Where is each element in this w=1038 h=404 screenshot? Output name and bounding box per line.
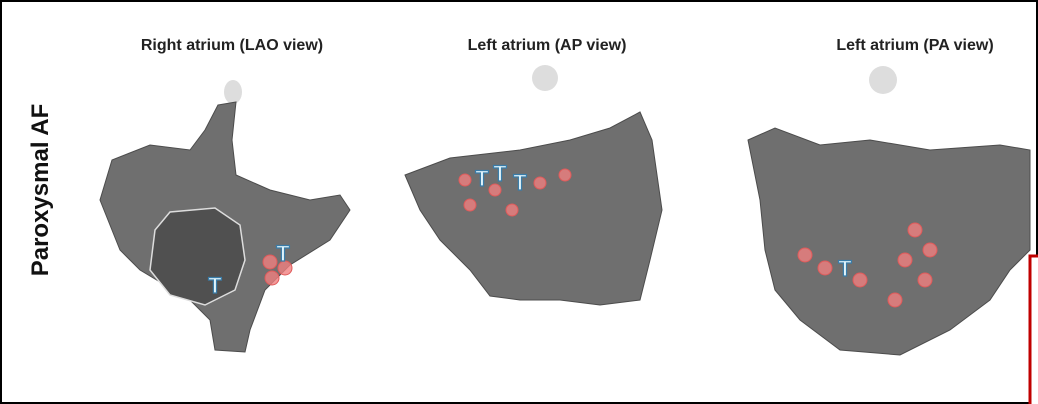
lesion-tag: T [838,256,852,281]
lesion-tag: T [208,273,222,298]
row-label: Paroxysmal AF [27,104,54,277]
ablation-point [534,177,546,189]
figure: Paroxysmal AF Right atrium (LAO view) T … [0,0,1038,404]
orientation-icon [224,80,242,104]
orientation-icon [532,65,558,91]
lesion-tag: T [513,170,527,195]
ablation-point [888,293,902,307]
ablation-point [918,273,932,287]
map-title: Left atrium (PA view) [836,37,993,54]
map-title: Left atrium (AP view) [468,37,627,54]
lesion-tag: T [475,166,489,191]
ablation-point [559,169,571,181]
ablation-point [908,223,922,237]
ablation-point [798,248,812,262]
highlight-box [1030,256,1038,404]
ablation-point [464,199,476,211]
ablation-point [818,261,832,275]
ablation-point [265,271,279,285]
lesion-tag: T [276,241,290,266]
ablation-point [459,174,471,186]
ablation-point [853,273,867,287]
ablation-point [506,204,518,216]
ablation-point [263,255,277,269]
map-title: Right atrium (LAO view) [141,37,323,54]
lesion-tag: T [493,161,507,186]
ablation-point [898,253,912,267]
ablation-point [923,243,937,257]
orientation-icon [869,66,897,94]
